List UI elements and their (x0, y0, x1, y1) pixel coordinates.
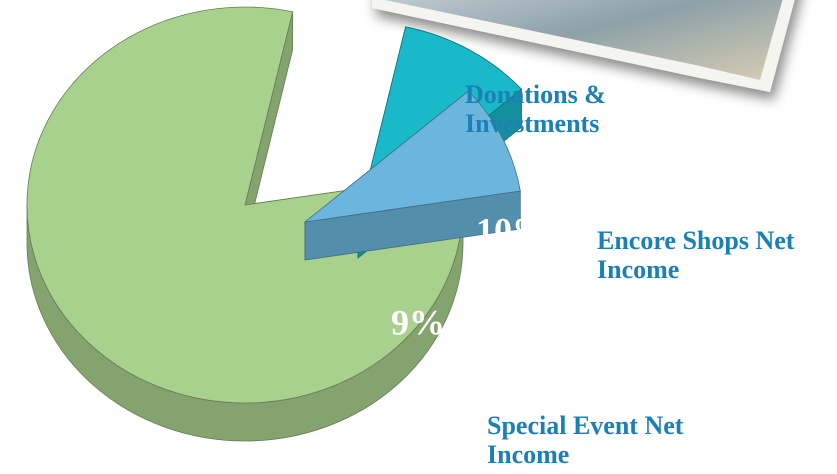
photo (372, 0, 795, 92)
category-label: Donations & Investments (465, 80, 606, 139)
value-label: 9% (391, 302, 445, 342)
category-label: Encore Shops Net Income (597, 226, 795, 285)
pie-slice (303, 90, 521, 223)
value-label: 10% (476, 210, 548, 250)
value-label: 81% (314, 76, 386, 116)
pie-slice (26, 6, 464, 404)
category-label: Special Event Net Income (487, 411, 684, 470)
